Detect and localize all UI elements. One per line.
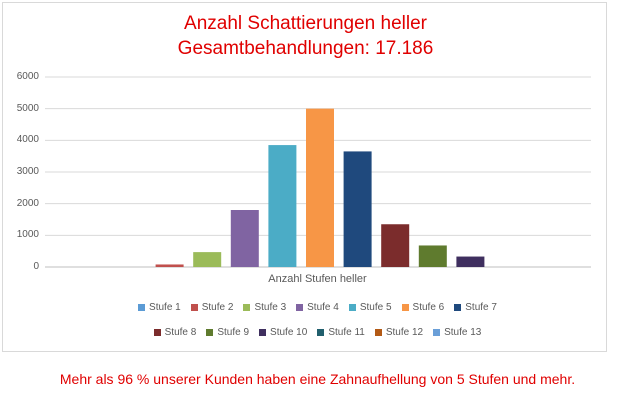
legend-swatch (348, 304, 356, 311)
legend-swatch (259, 329, 267, 336)
legend-item: Stufe 10 (259, 327, 307, 338)
legend-item: Stufe 7 (454, 302, 497, 313)
bar-stufe-4 (230, 210, 259, 267)
legend-item: Stufe 1 (138, 302, 181, 313)
legend-swatch (190, 304, 198, 311)
y-tick-label: 5000 (16, 102, 39, 114)
chart-frame: Anzahl Schattierungen heller Gesamtbehan… (2, 2, 607, 352)
chart-title: Anzahl Schattierungen heller (184, 13, 427, 34)
y-tick-label: 1000 (16, 229, 39, 241)
legend-swatch (433, 329, 441, 336)
legend-label: Stufe 11 (328, 327, 365, 338)
bar-stufe-2 (155, 264, 184, 267)
footer-note: Mehr als 96 % unserer Kunden haben eine … (59, 371, 576, 387)
bar-stufe-9 (418, 245, 447, 267)
legend-swatch (153, 329, 161, 336)
legend-swatch (296, 304, 304, 311)
legend-label: Stufe 13 (444, 327, 482, 338)
legend-item: Stufe 11 (317, 327, 365, 338)
y-tick-label: 3000 (16, 166, 39, 177)
legend-swatch (317, 329, 325, 336)
legend-item: Stufe 4 (296, 302, 339, 313)
y-tick-label: 0 (33, 261, 39, 272)
legend-swatch (374, 329, 382, 336)
legend-label: Stufe 5 (359, 302, 392, 313)
legend-row-2: Stufe 8 Stufe 9 Stufe 10 Stufe 11 Stufe 12 St… (0, 327, 635, 338)
bar-stufe-3 (193, 252, 222, 267)
legend-label: Stufe 4 (307, 302, 339, 313)
legend-item: Stufe 13 (433, 327, 481, 338)
legend-item: Stufe 5 (348, 302, 392, 313)
legend-swatch (138, 304, 146, 311)
legend-label: Stufe 9 (217, 327, 250, 338)
legend-label: Stufe 12 (385, 327, 424, 338)
legend-swatch (454, 304, 462, 311)
legend-label: Stufe 1 (149, 302, 181, 313)
legend-item: Stufe 9 (206, 327, 249, 338)
x-axis-label: Anzahl Stufen heller (268, 273, 367, 285)
bar-stufe-10 (456, 256, 485, 267)
legend-swatch (401, 304, 409, 311)
bar-stufe-6 (306, 108, 334, 268)
bar-stufe-5 (268, 145, 297, 267)
chart-subtitle: Gesamtbehandlungen: 17.186 (177, 38, 434, 59)
legend-item: Stufe 6 (401, 302, 445, 313)
legend-label: Stufe 3 (254, 302, 287, 313)
legend-item: Stufe 2 (190, 302, 234, 313)
legend-label: Stufe 8 (164, 327, 197, 338)
bar-stufe-7 (343, 151, 372, 267)
legend-label: Stufe 2 (201, 302, 234, 313)
y-tick-label: 2000 (16, 197, 39, 209)
legend-item: Stufe 8 (153, 327, 197, 338)
legend-item: Stufe 3 (243, 302, 286, 313)
y-tick-label: 4000 (16, 134, 39, 146)
legend-label: Stufe 10 (270, 327, 308, 338)
y-tick-label: 6000 (16, 71, 39, 82)
legend-row-1: Stufe 1 Stufe 2 Stufe 3 Stufe 4 Stufe 5 Stufe… (0, 302, 635, 313)
legend-label: Stufe 7 (465, 302, 497, 313)
legend-item: Stufe 12 (374, 327, 424, 338)
legend-label: Stufe 6 (412, 302, 445, 313)
legend-swatch (243, 304, 251, 311)
plot-area (45, 76, 591, 268)
legend-swatch (206, 329, 214, 336)
bar-stufe-8 (381, 224, 410, 267)
